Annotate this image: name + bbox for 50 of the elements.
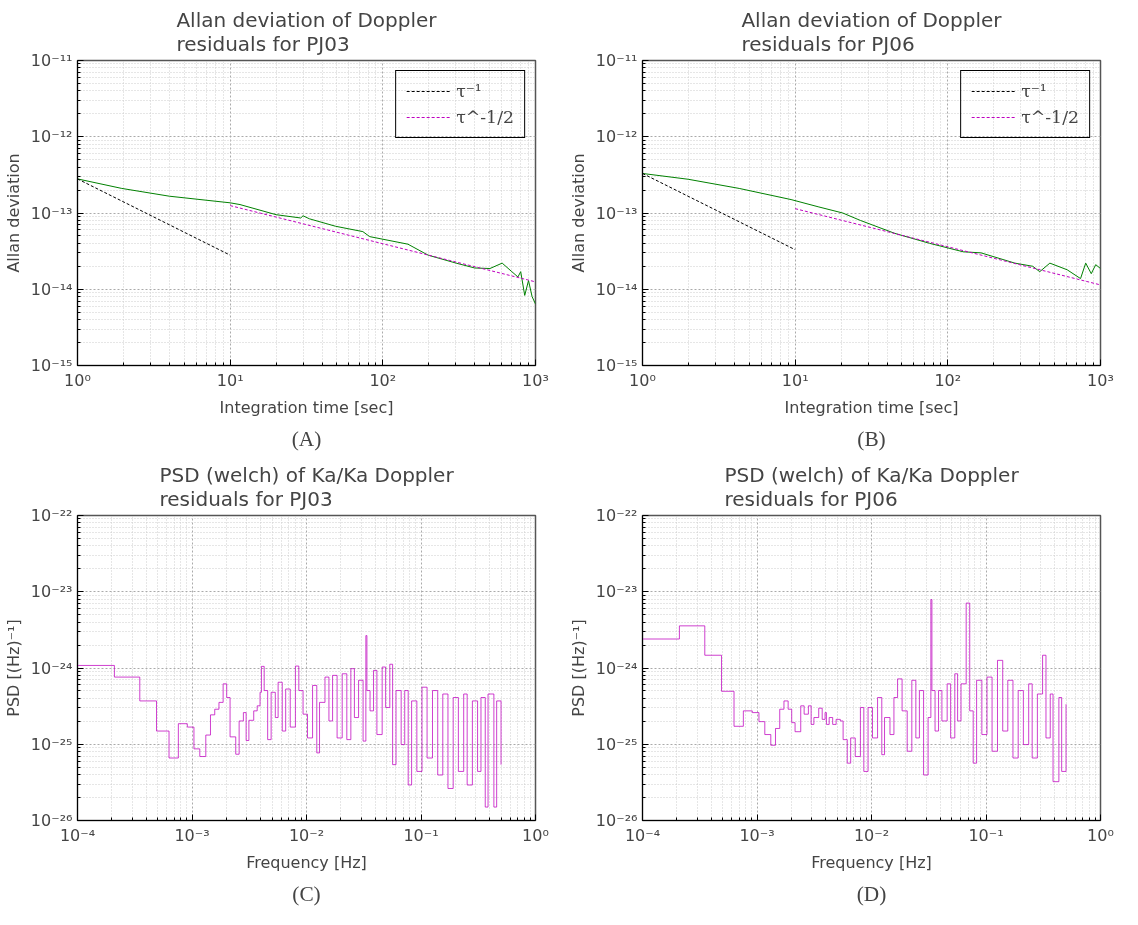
legend-label: τ^-1/2 [456,107,514,127]
chart-title: PSD (welch) of Ka/Ka Doppler residuals for PJ06 [724,462,1020,511]
x-tick-label: 10² [369,370,397,390]
y-tick-label: 10⁻²² [30,506,73,525]
y-tick-label: 10⁻¹⁴ [595,279,638,299]
x-tick-label: 10⁻¹ [968,825,1004,845]
y-tick-label: 10⁻¹² [30,127,73,147]
y-tick-label: 10⁻²² [595,506,638,525]
y-axis-title: Allan deviation [568,153,588,273]
x-axis-title: Frequency [Hz] [811,852,932,872]
x-tick-label: 10⁻¹ [403,825,439,845]
x-tick-label: 10⁰ [1087,825,1114,845]
x-tick-label: 10⁻² [853,825,890,845]
legend-label: τ⁻¹ [1021,81,1047,101]
y-tick-label: 10⁻¹⁴ [30,279,73,299]
legend-label: τ^-1/2 [1021,107,1079,127]
y-tick-label: 10⁻¹¹ [595,51,638,70]
y-tick-label: 10⁻¹³ [30,203,73,223]
x-tick-label: 10¹ [781,370,809,390]
x-tick-label: 10¹ [216,370,244,390]
y-tick-label: 10⁻²³ [595,582,638,602]
x-axis-title: Frequency [Hz] [246,852,367,872]
y-tick-label: 10⁻²⁵ [595,734,638,754]
y-tick-label: 10⁻¹² [595,127,638,147]
y-tick-label: 10⁻²⁴ [595,658,638,678]
x-tick-label: 10⁻³ [739,825,775,845]
y-tick-label: 10⁻²⁵ [30,734,73,754]
text: (A) [291,426,322,451]
x-tick-label: 10² [934,370,962,390]
text: (B) [857,426,886,451]
y-tick-label: 10⁻²⁴ [30,658,73,678]
y-tick-label: 10⁻²³ [30,582,73,602]
x-tick-label: 10³ [522,370,549,390]
y-axis-title: PSD [(Hz)⁻¹] [3,619,23,717]
x-tick-label: 10⁻² [288,825,325,845]
chart-title: Allan deviation of Doppler residuals for PJ03 [176,7,438,56]
y-axis-title: Allan deviation [3,153,23,273]
x-tick-label: 10³ [1087,370,1114,390]
y-tick-label: 10⁻¹¹ [30,51,73,70]
chart-title: Allan deviation of Doppler residuals for PJ06 [741,7,1003,56]
chart-title: PSD (welch) of Ka/Ka Doppler residuals for PJ03 [159,462,455,511]
x-axis-title: Integration time [sec] [784,397,959,417]
text: (C) [292,881,321,906]
text: (D) [856,881,887,906]
x-tick-label: 10⁰ [522,825,549,845]
y-axis-title: PSD [(Hz)⁻¹] [568,619,588,717]
x-tick-label: 10⁻³ [174,825,210,845]
x-axis-title: Integration time [sec] [219,397,394,417]
y-tick-label: 10⁻¹³ [595,203,638,223]
legend-label: τ⁻¹ [456,81,482,101]
